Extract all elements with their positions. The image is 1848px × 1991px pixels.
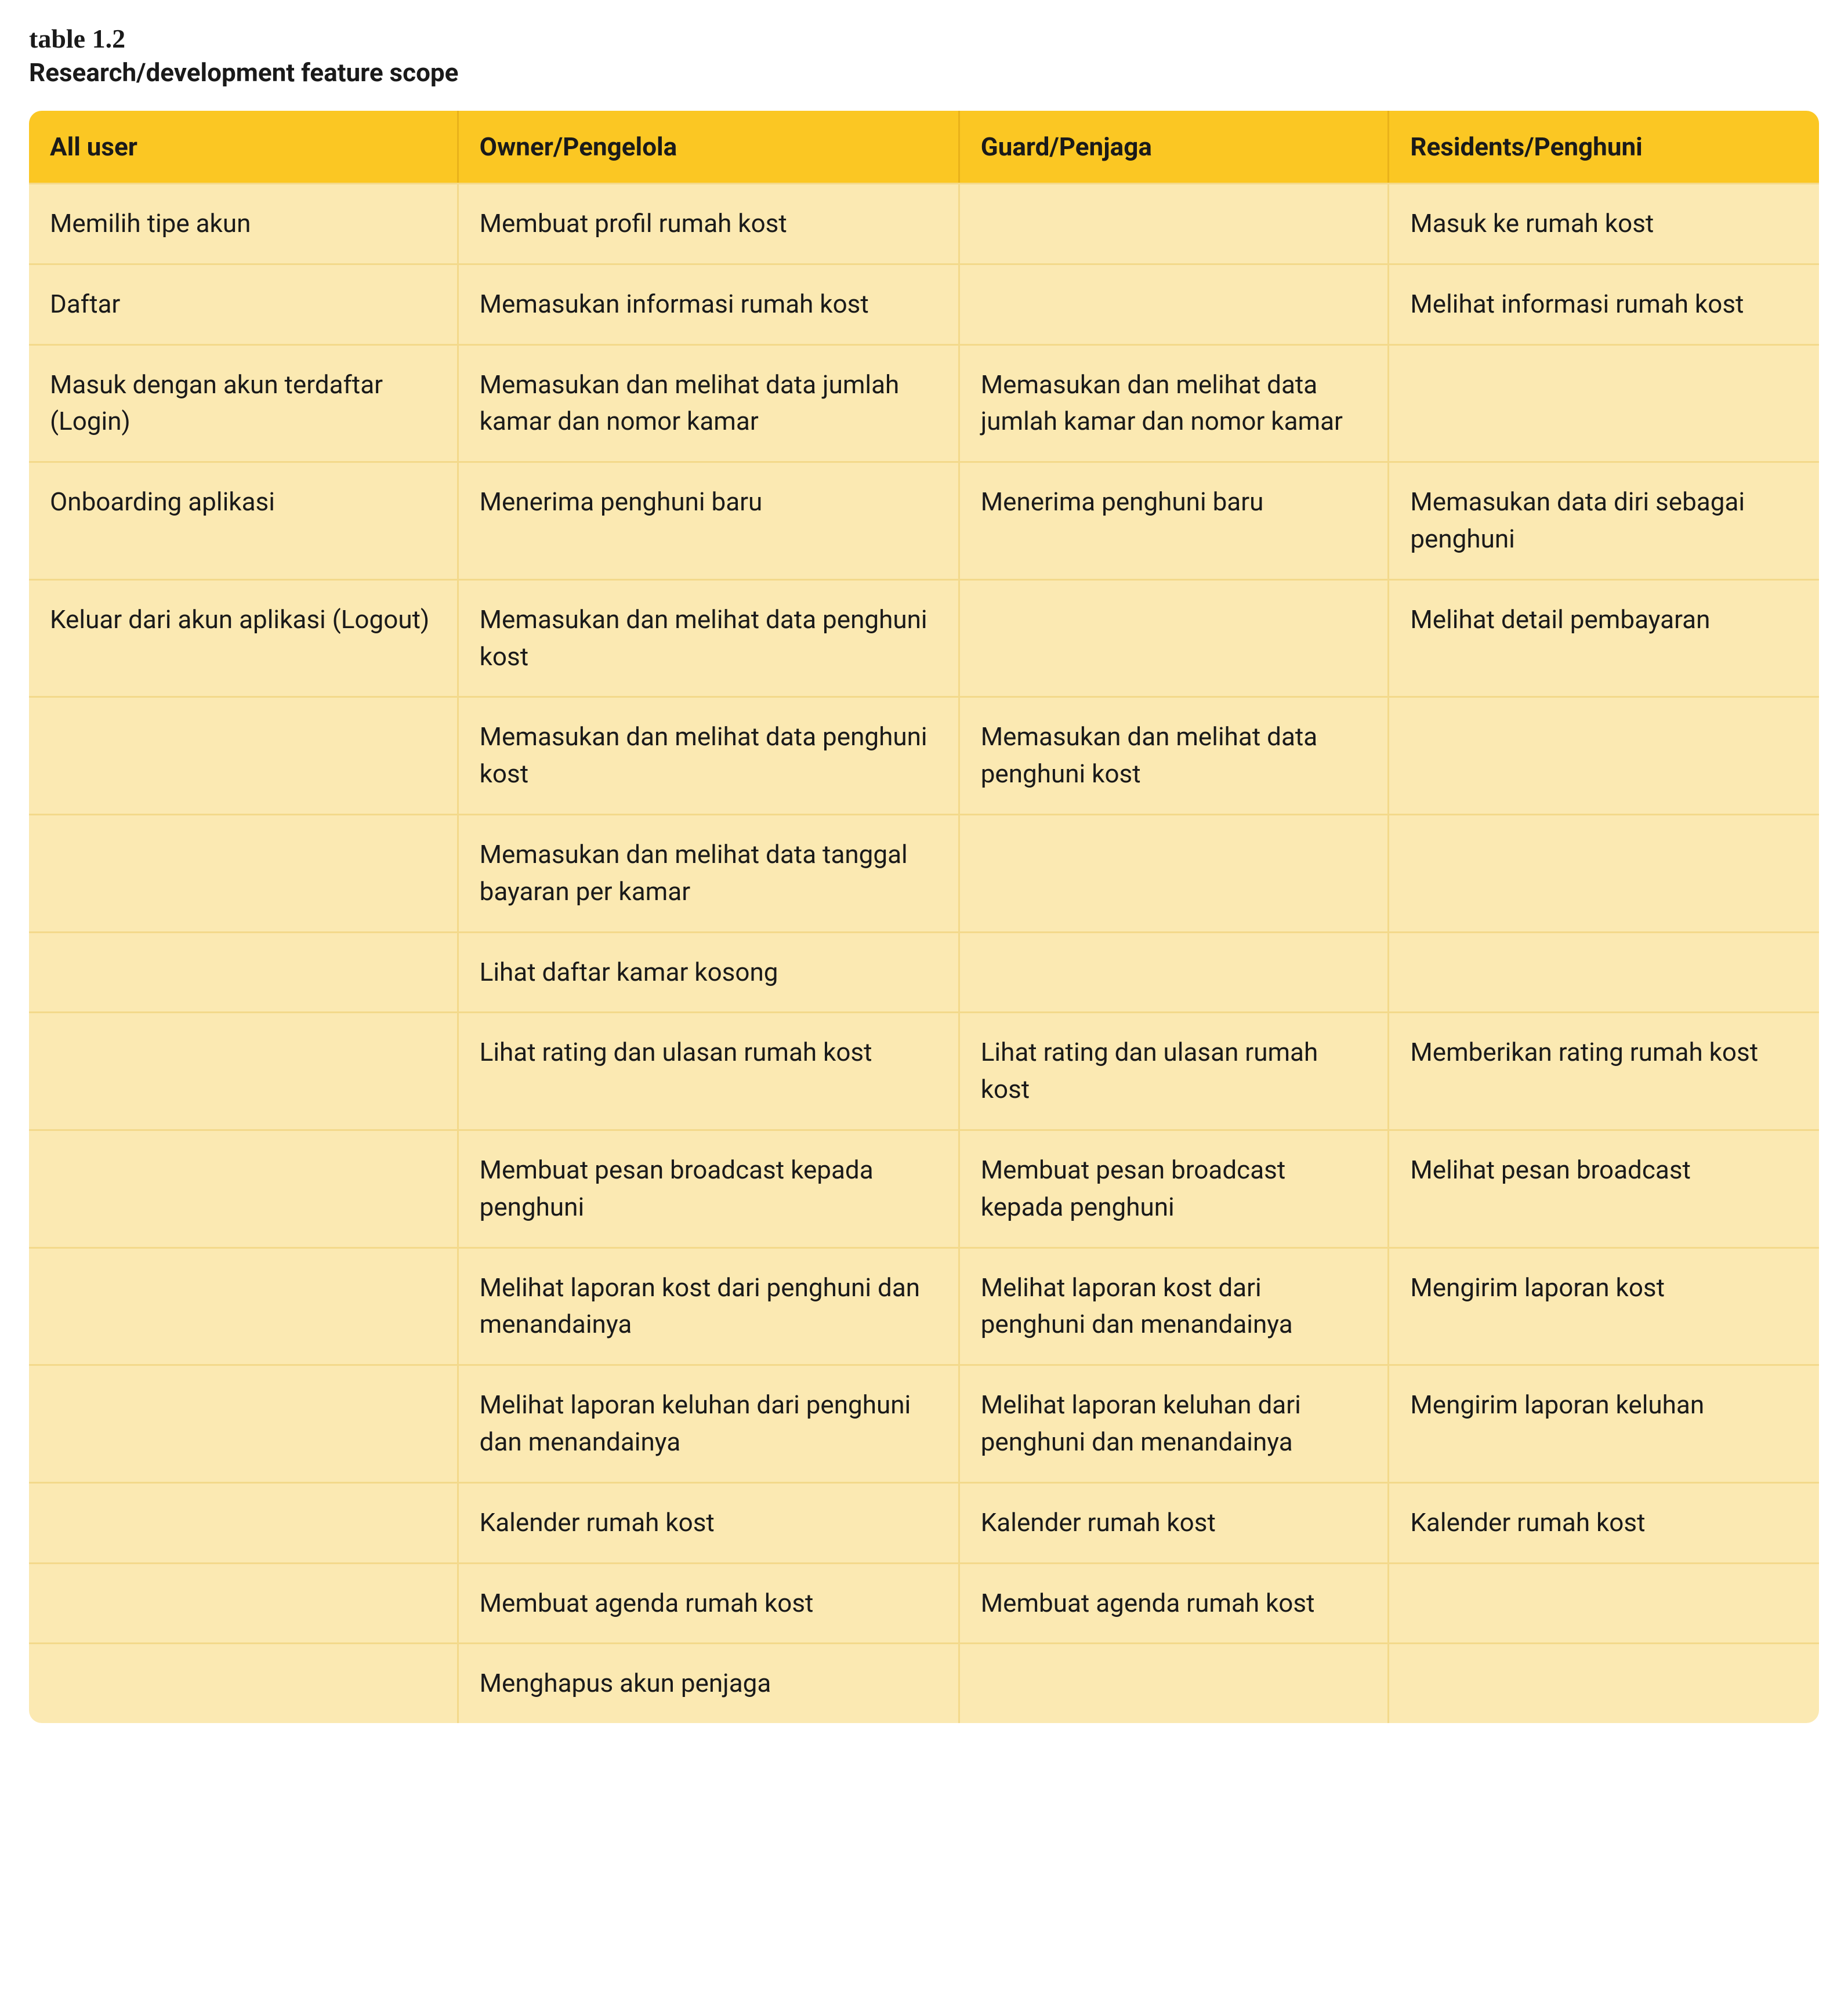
cell-all_user	[29, 1482, 459, 1562]
cell-guard	[960, 263, 1390, 344]
table-label: table 1.2	[29, 23, 1819, 54]
cell-residents: Memasukan data diri sebagai penghuni	[1389, 461, 1819, 579]
cell-residents: Mengirim laporan kost	[1389, 1247, 1819, 1365]
cell-residents: Melihat informasi rumah kost	[1389, 263, 1819, 344]
cell-owner: Menghapus akun penjaga	[459, 1642, 960, 1723]
cell-owner: Memasukan informasi rumah kost	[459, 263, 960, 344]
cell-residents	[1389, 814, 1819, 931]
cell-residents: Melihat detail pembayaran	[1389, 579, 1819, 697]
table-row: DaftarMemasukan informasi rumah kost Meli…	[29, 263, 1819, 344]
table-row: Memasukan dan melihat data tanggal bayar…	[29, 814, 1819, 931]
cell-guard: Lihat rating dan ulasan rumah kost	[960, 1011, 1390, 1129]
cell-residents	[1389, 344, 1819, 462]
cell-residents: Masuk ke rumah kost	[1389, 183, 1819, 263]
cell-residents	[1389, 1642, 1819, 1723]
cell-residents	[1389, 1562, 1819, 1643]
cell-owner: Memasukan dan melihat data penghuni kost	[459, 579, 960, 697]
cell-owner: Lihat rating dan ulasan rumah kost	[459, 1011, 960, 1129]
table-row: Melihat laporan keluhan dari penghuni da…	[29, 1364, 1819, 1482]
cell-owner: Melihat laporan kost dari penghuni dan m…	[459, 1247, 960, 1365]
cell-owner: Membuat profil rumah kost	[459, 183, 960, 263]
table-row: Memilih tipe akunMembuat profil rumah ko…	[29, 183, 1819, 263]
table-header-row: All user Owner/Pengelola Guard/Penjaga R…	[29, 111, 1819, 183]
cell-owner: Memasukan dan melihat data jumlah kamar …	[459, 344, 960, 462]
cell-all_user	[29, 814, 459, 931]
cell-guard: Kalender rumah kost	[960, 1482, 1390, 1562]
cell-owner: Melihat laporan keluhan dari penghuni da…	[459, 1364, 960, 1482]
cell-owner: Memasukan dan melihat data tanggal bayar…	[459, 814, 960, 931]
cell-owner: Kalender rumah kost	[459, 1482, 960, 1562]
cell-all_user	[29, 1642, 459, 1723]
table-row: Memasukan dan melihat data penghuni kost…	[29, 696, 1819, 814]
cell-guard: Membuat agenda rumah kost	[960, 1562, 1390, 1643]
cell-all_user	[29, 1011, 459, 1129]
cell-guard	[960, 183, 1390, 263]
cell-all_user	[29, 931, 459, 1012]
table-row: Masuk dengan akun terdaftar (Login)Memas…	[29, 344, 1819, 462]
cell-guard	[960, 579, 1390, 697]
cell-all_user	[29, 1247, 459, 1365]
cell-guard: Menerima penghuni baru	[960, 461, 1390, 579]
cell-owner: Lihat daftar kamar kosong	[459, 931, 960, 1012]
cell-all_user: Memilih tipe akun	[29, 183, 459, 263]
cell-all_user	[29, 1129, 459, 1247]
table-row: Membuat agenda rumah kostMembuat agenda …	[29, 1562, 1819, 1643]
cell-all_user: Masuk dengan akun terdaftar (Login)	[29, 344, 459, 462]
cell-guard: Melihat laporan keluhan dari penghuni da…	[960, 1364, 1390, 1482]
cell-all_user: Daftar	[29, 263, 459, 344]
table-caption: Research/development feature scope	[29, 57, 1819, 88]
cell-owner: Memasukan dan melihat data penghuni kost	[459, 696, 960, 814]
cell-all_user: Onboarding aplikasi	[29, 461, 459, 579]
col-header-guard: Guard/Penjaga	[960, 111, 1390, 183]
col-header-residents: Residents/Penghuni	[1389, 111, 1819, 183]
table-row: Membuat pesan broadcast kepada penghuniM…	[29, 1129, 1819, 1247]
cell-all_user	[29, 696, 459, 814]
cell-guard: Melihat laporan kost dari penghuni dan m…	[960, 1247, 1390, 1365]
cell-residents	[1389, 931, 1819, 1012]
cell-all_user: Keluar dari akun aplikasi (Logout)	[29, 579, 459, 697]
cell-guard	[960, 1642, 1390, 1723]
cell-guard	[960, 814, 1390, 931]
table-row: Kalender rumah kostKalender rumah kostKa…	[29, 1482, 1819, 1562]
table-row: Menghapus akun penjaga	[29, 1642, 1819, 1723]
cell-guard: Memasukan dan melihat data jumlah kamar …	[960, 344, 1390, 462]
table-row: Lihat rating dan ulasan rumah kostLihat …	[29, 1011, 1819, 1129]
cell-all_user	[29, 1364, 459, 1482]
col-header-all-user: All user	[29, 111, 459, 183]
table-row: Onboarding aplikasiMenerima penghuni bar…	[29, 461, 1819, 579]
cell-residents: Memberikan rating rumah kost	[1389, 1011, 1819, 1129]
cell-residents: Kalender rumah kost	[1389, 1482, 1819, 1562]
cell-guard: Membuat pesan broadcast kepada penghuni	[960, 1129, 1390, 1247]
cell-residents: Mengirim laporan keluhan	[1389, 1364, 1819, 1482]
cell-owner: Membuat pesan broadcast kepada penghuni	[459, 1129, 960, 1247]
cell-guard	[960, 931, 1390, 1012]
table-row: Keluar dari akun aplikasi (Logout)Memasu…	[29, 579, 1819, 697]
table-row: Melihat laporan kost dari penghuni dan m…	[29, 1247, 1819, 1365]
table-body: Memilih tipe akunMembuat profil rumah ko…	[29, 183, 1819, 1723]
cell-all_user	[29, 1562, 459, 1643]
cell-owner: Menerima penghuni baru	[459, 461, 960, 579]
cell-guard: Memasukan dan melihat data penghuni kost	[960, 696, 1390, 814]
table-row: Lihat daftar kamar kosong	[29, 931, 1819, 1012]
col-header-owner: Owner/Pengelola	[459, 111, 960, 183]
feature-scope-table: All user Owner/Pengelola Guard/Penjaga R…	[29, 111, 1819, 1723]
cell-residents: Melihat pesan broadcast	[1389, 1129, 1819, 1247]
cell-residents	[1389, 696, 1819, 814]
cell-owner: Membuat agenda rumah kost	[459, 1562, 960, 1643]
